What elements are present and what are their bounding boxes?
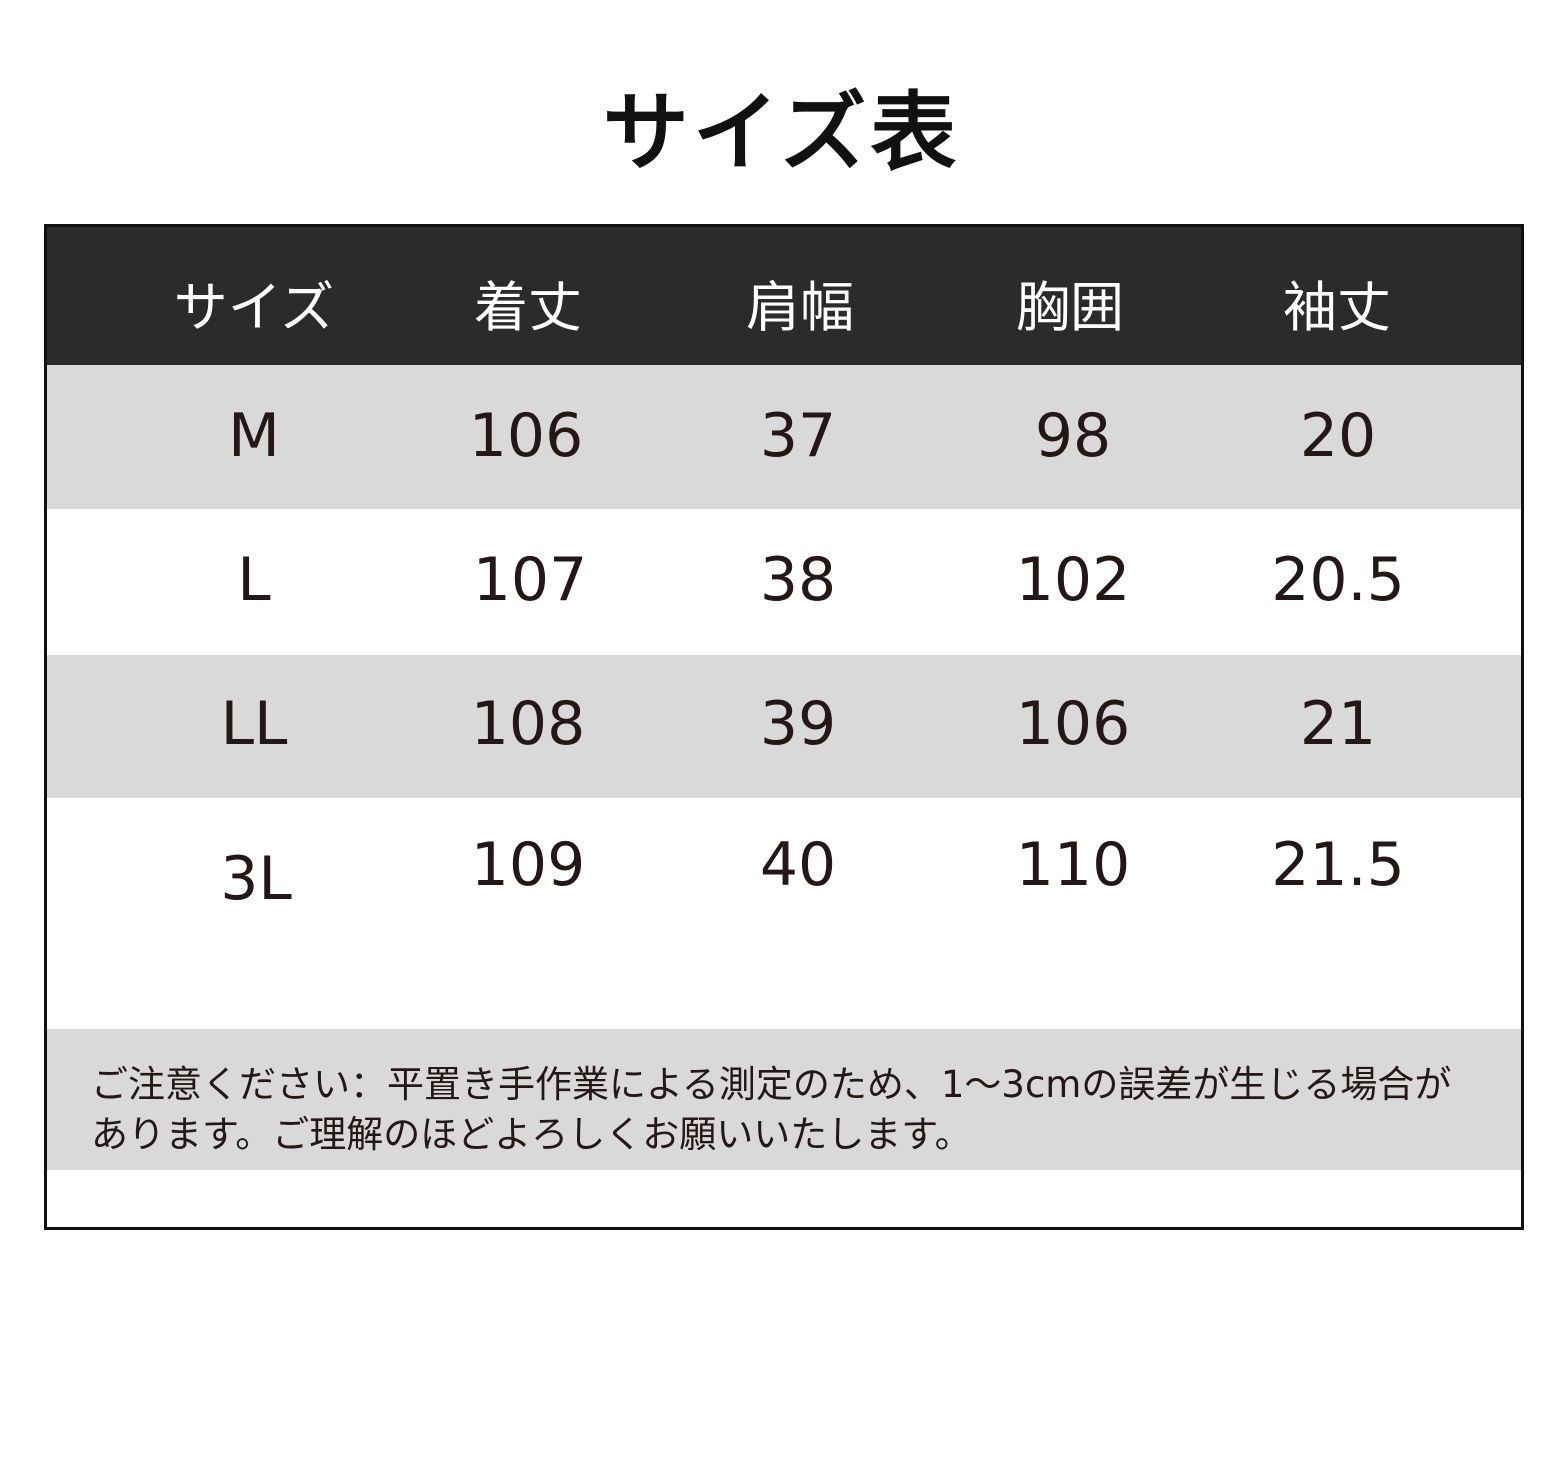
cell: LL xyxy=(220,689,288,759)
cell: 38 xyxy=(759,545,837,615)
cell: 40 xyxy=(759,830,837,900)
cell: 110 xyxy=(1015,830,1131,900)
cell: 21 xyxy=(1299,689,1377,759)
cell: M xyxy=(228,401,280,471)
measurement-note: ご注意ください：平置き手作業による測定のため、1～3cmの誤差が生じる場合が あ… xyxy=(47,1029,1521,1170)
size-table: サイズ 着丈 肩幅 胸囲 袖丈 M 106 37 98 20 L 107 38 … xyxy=(44,224,1524,1230)
cell: 20.5 xyxy=(1271,545,1405,615)
cell: 102 xyxy=(1015,545,1131,615)
table-row: 3L 109 40 110 21.5 xyxy=(47,798,1521,1029)
header-length: 着丈 xyxy=(474,276,582,339)
cell: 109 xyxy=(470,830,586,900)
cell: 39 xyxy=(759,689,837,759)
page-title: サイズ表 xyxy=(602,83,961,183)
header-chest: 胸囲 xyxy=(1016,276,1124,339)
table-row: M 106 37 98 20 xyxy=(47,365,1521,509)
table-row: LL 108 39 106 21 xyxy=(47,655,1521,798)
cell: 106 xyxy=(1015,689,1131,759)
header-shoulder: 肩幅 xyxy=(746,276,854,339)
header-sleeve: 袖丈 xyxy=(1283,276,1391,339)
cell: L xyxy=(237,545,271,615)
note-line-1: ご注意ください：平置き手作業による測定のため、1～3cmの誤差が生じる場合が xyxy=(91,1063,1452,1106)
table-header: サイズ 着丈 肩幅 胸囲 袖丈 xyxy=(47,227,1521,365)
cell: 37 xyxy=(759,401,837,471)
cell: 98 xyxy=(1034,401,1112,471)
cell: 21.5 xyxy=(1271,830,1405,900)
table-row: L 107 38 102 20.5 xyxy=(47,509,1521,655)
cell: 107 xyxy=(472,545,588,615)
header-size: サイズ xyxy=(173,276,335,339)
note-line-2: あります。ご理解のほどよろしくお願いいたします。 xyxy=(91,1113,972,1156)
cell: 3L xyxy=(220,844,292,914)
cell: 106 xyxy=(468,401,584,471)
cell: 108 xyxy=(470,689,586,759)
cell: 20 xyxy=(1299,401,1377,471)
